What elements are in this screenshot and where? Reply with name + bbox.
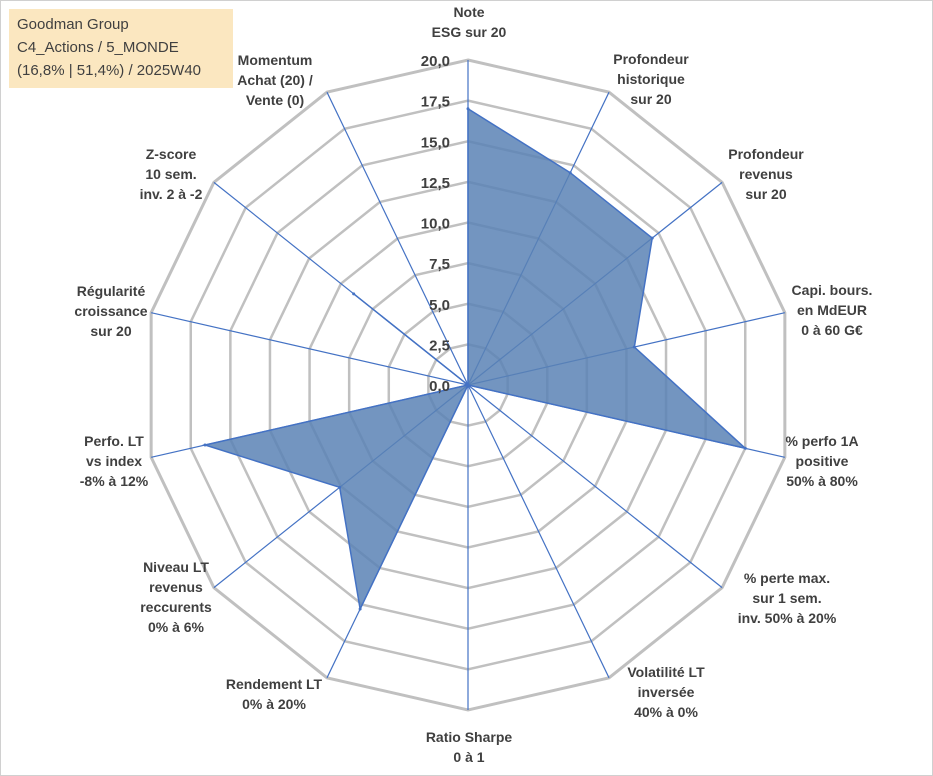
tick-label: 20,0 bbox=[421, 53, 450, 70]
axis-label-line: Momentum bbox=[238, 52, 313, 68]
axis-label-line: Volatilité LT bbox=[627, 664, 705, 680]
axis-label-line: Ratio Sharpe bbox=[426, 729, 513, 745]
axis-label-line: inversée bbox=[638, 684, 695, 700]
axis-label-line: Perfo. LT bbox=[84, 433, 144, 449]
info-category: C4_Actions / 5_MONDE bbox=[17, 39, 179, 56]
data-point bbox=[358, 607, 362, 611]
axis-label: Z-score 10 sem. inv. 2 à -2 bbox=[140, 146, 203, 202]
tick-label: 12,5 bbox=[421, 175, 450, 192]
info-box: Goodman Group C4_Actions / 5_MONDE (16,8… bbox=[9, 9, 233, 88]
axis-label-line: % perte max. bbox=[744, 570, 830, 586]
data-point bbox=[352, 292, 356, 296]
axis-spoke bbox=[326, 91, 469, 386]
axis-spoke bbox=[467, 384, 723, 589]
axis-label-line: en MdEUR bbox=[797, 302, 867, 318]
series-area bbox=[202, 107, 748, 612]
axis-label-line: sur 20 bbox=[630, 91, 671, 107]
axis-label-line: 10 sem. bbox=[145, 166, 196, 182]
axis-label: Niveau LT revenus reccurents 0% à 6% bbox=[140, 559, 212, 635]
data-point bbox=[568, 171, 572, 175]
axis-label-line: vs index bbox=[86, 453, 142, 469]
axis-label-line: positive bbox=[796, 453, 849, 469]
axis-label-line: reccurents bbox=[140, 599, 212, 615]
axis-spoke bbox=[151, 312, 469, 386]
axis-label-line: croissance bbox=[74, 303, 147, 319]
axis-label: % perte max. sur 1 sem. inv. 50% à 20% bbox=[738, 570, 837, 626]
info-company: Goodman Group bbox=[17, 16, 129, 33]
axis-label-line: -8% à 12% bbox=[80, 473, 149, 489]
axis-label-line: historique bbox=[617, 71, 685, 87]
axis-label-line: sur 20 bbox=[745, 186, 786, 202]
data-point bbox=[203, 443, 207, 447]
axis-label-line: Note bbox=[453, 4, 484, 20]
axis-label: Note ESG sur 20 bbox=[432, 4, 507, 40]
tick-label: 17,5 bbox=[421, 94, 450, 111]
data-point bbox=[466, 383, 470, 387]
axis-label-line: Régularité bbox=[77, 283, 146, 299]
axis-label-line: 0 à 1 bbox=[453, 749, 484, 765]
data-point bbox=[632, 345, 636, 349]
tick-label: 0,0 bbox=[429, 378, 450, 395]
axis-label-line: Profondeur bbox=[613, 51, 689, 67]
data-point bbox=[743, 446, 747, 450]
axis-label-line: sur 20 bbox=[90, 323, 131, 339]
axis-label-line: Z-score bbox=[146, 146, 197, 162]
axis-label-line: 0% à 20% bbox=[242, 696, 306, 712]
axis-label-line: ESG sur 20 bbox=[432, 24, 507, 40]
axis-label-line: Rendement LT bbox=[226, 676, 323, 692]
tick-label: 10,0 bbox=[421, 216, 450, 233]
tick-label: 5,0 bbox=[429, 297, 450, 314]
tick-layer: 0,0 2,5 5,0 7,5 10,0 12,5 15,0 17,5 20,0 bbox=[421, 53, 450, 395]
axis-label: % perfo 1A positive 50% à 80% bbox=[785, 433, 858, 489]
axis-label-line: Niveau LT bbox=[143, 559, 209, 575]
tick-label: 2,5 bbox=[429, 337, 450, 354]
axis-label: Profondeur historique sur 20 bbox=[613, 51, 689, 107]
axis-label-line: inv. 2 à -2 bbox=[140, 186, 203, 202]
axis-label: Momentum Achat (20) / Vente (0) bbox=[237, 52, 313, 108]
axis-label-line: sur 1 sem. bbox=[752, 590, 821, 606]
axis-label-line: 50% à 80% bbox=[786, 473, 858, 489]
axis-label: Capi. bours. en MdEUR 0 à 60 G€ bbox=[792, 282, 873, 338]
axis-label-layer: Note ESG sur 20 Profondeur historique sur 20… bbox=[74, 4, 872, 765]
axis-label-line: 0 à 60 G€ bbox=[801, 322, 863, 338]
axis-label: Ratio Sharpe 0 à 1 bbox=[426, 729, 513, 765]
axis-label-line: Capi. bours. bbox=[792, 282, 873, 298]
axis-label: Régularité croissance sur 20 bbox=[74, 283, 147, 339]
data-point bbox=[466, 107, 470, 111]
axis-label-line: Achat (20) / bbox=[237, 72, 313, 88]
axis-label-line: 40% à 0% bbox=[634, 704, 698, 720]
tick-label: 15,0 bbox=[421, 134, 450, 151]
axis-label-line: revenus bbox=[149, 579, 203, 595]
series-layer bbox=[202, 107, 748, 612]
axis-label-line: 0% à 6% bbox=[148, 619, 205, 635]
data-point bbox=[650, 236, 654, 240]
data-point bbox=[338, 485, 342, 489]
axis-label-line: revenus bbox=[739, 166, 793, 182]
tick-label: 7,5 bbox=[429, 256, 450, 273]
axis-label-line: Profondeur bbox=[728, 146, 804, 162]
axis-label: Perfo. LT vs index -8% à 12% bbox=[80, 433, 149, 489]
info-stats: (16,8% | 51,4%) / 2025W40 bbox=[17, 62, 201, 79]
axis-label-line: % perfo 1A bbox=[785, 433, 858, 449]
axis-spoke bbox=[467, 384, 610, 679]
axis-label: Rendement LT 0% à 20% bbox=[226, 676, 323, 712]
axis-label-line: inv. 50% à 20% bbox=[738, 610, 837, 626]
axis-label-line: Vente (0) bbox=[246, 92, 304, 108]
axis-label: Volatilité LT inversée 40% à 0% bbox=[627, 664, 705, 720]
axis-label: Profondeur revenus sur 20 bbox=[728, 146, 804, 202]
